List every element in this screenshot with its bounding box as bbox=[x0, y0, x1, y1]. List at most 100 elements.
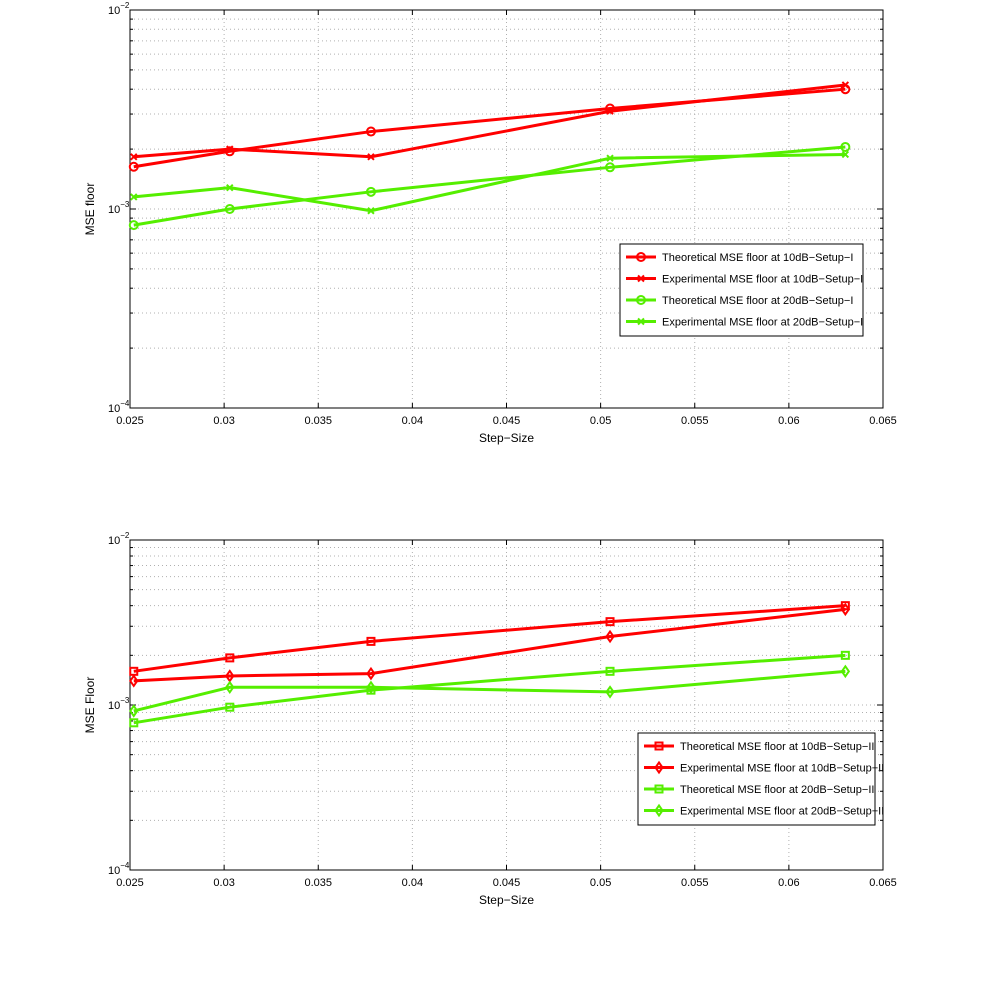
x-tick-label: 0.03 bbox=[213, 415, 234, 427]
legend-label: Theoretical MSE floor at 20dB−Setup−II bbox=[680, 784, 874, 796]
x-tick-label: 0.04 bbox=[402, 415, 423, 427]
y-tick-label: 10−3 bbox=[108, 200, 130, 216]
data-point bbox=[129, 674, 139, 688]
x-tick-label: 0.065 bbox=[869, 415, 897, 427]
series-3 bbox=[129, 650, 850, 728]
data-point bbox=[366, 666, 376, 681]
data-point bbox=[365, 126, 376, 137]
data-point bbox=[366, 636, 376, 646]
series-4 bbox=[130, 150, 850, 215]
legend-marker bbox=[636, 252, 646, 262]
legend-marker bbox=[637, 317, 645, 326]
x-axis-label: Step−Size bbox=[479, 431, 534, 445]
series-line bbox=[133, 607, 846, 683]
data-point bbox=[605, 629, 615, 644]
legend-item: Theoretical MSE floor at 10dB−Setup−II bbox=[644, 741, 874, 753]
legend-marker bbox=[654, 803, 664, 818]
data-point bbox=[605, 685, 615, 699]
ticks bbox=[129, 539, 884, 871]
x-tick-label: 0.045 bbox=[493, 877, 521, 889]
data-point bbox=[367, 153, 375, 161]
data-point bbox=[365, 186, 376, 197]
data-point bbox=[605, 617, 615, 627]
data-point bbox=[840, 601, 850, 611]
data-point bbox=[606, 154, 614, 162]
series-4 bbox=[129, 664, 851, 718]
legend-item: Experimental MSE floor at 10dB−Setup−I bbox=[626, 274, 863, 286]
x-tick-label: 0.06 bbox=[778, 877, 799, 889]
y-tick-label: 10−4 bbox=[108, 861, 130, 877]
y-axis-label: MSE floor bbox=[83, 183, 97, 236]
chart-2: 0.025 0.03 0.035 0.04 0.045 0.05 0.055 0.06 0.06… bbox=[83, 531, 897, 907]
x-tick-label: 0.035 bbox=[304, 877, 332, 889]
data-point bbox=[605, 666, 615, 676]
data-point bbox=[224, 204, 235, 214]
series-1 bbox=[129, 601, 850, 676]
series-line bbox=[133, 145, 846, 227]
data-point bbox=[225, 702, 235, 712]
x-tick-label: 0.06 bbox=[778, 415, 799, 427]
x-tick-label: 0.03 bbox=[213, 877, 234, 889]
data-point bbox=[224, 146, 235, 157]
legend-box bbox=[619, 243, 864, 337]
legend-label: Theoretical MSE floor at 20dB−Setup−I bbox=[662, 295, 853, 307]
data-point bbox=[606, 107, 614, 115]
legend-marker bbox=[654, 784, 664, 794]
series-2 bbox=[130, 81, 850, 161]
legend: Theoretical MSE floor at 10dB−Setup−I Exp… bbox=[619, 243, 864, 337]
x-axis-label: Step−Size bbox=[479, 893, 534, 907]
data-point bbox=[605, 162, 616, 173]
legend-label: Experimental MSE floor at 20dB−Setup−I bbox=[662, 317, 863, 329]
legend-item: Experimental MSE floor at 10dB−Setup−II bbox=[644, 760, 884, 775]
data-point bbox=[840, 664, 851, 679]
legend-box bbox=[637, 732, 876, 826]
x-tick-label: 0.045 bbox=[493, 415, 521, 427]
x-tick-label: 0.065 bbox=[869, 877, 897, 889]
data-point bbox=[129, 718, 139, 728]
data-point bbox=[367, 207, 375, 215]
legend-marker bbox=[654, 741, 664, 751]
series-line bbox=[133, 653, 846, 725]
data-point bbox=[129, 704, 139, 718]
x-tick-label: 0.055 bbox=[681, 877, 709, 889]
legend-item: Theoretical MSE floor at 20dB−Setup−II bbox=[644, 784, 874, 796]
grid bbox=[130, 10, 883, 408]
chart-1: 0.025 0.03 0.035 0.04 0.045 0.05 0.055 0.06 0.06… bbox=[83, 1, 897, 445]
legend-label: Experimental MSE floor at 10dB−Setup−II bbox=[680, 763, 884, 775]
data-point bbox=[841, 81, 850, 89]
legend-item: Theoretical MSE floor at 20dB−Setup−I bbox=[626, 295, 853, 307]
y-tick-label: 10−2 bbox=[108, 531, 130, 547]
data-point bbox=[225, 680, 235, 695]
data-point bbox=[130, 193, 138, 201]
ticks bbox=[129, 9, 884, 409]
series-line bbox=[133, 669, 846, 713]
data-point bbox=[128, 161, 139, 172]
x-tick-label: 0.025 bbox=[116, 877, 144, 889]
legend-item: Theoretical MSE floor at 10dB−Setup−I bbox=[626, 252, 853, 264]
legend-label: Theoretical MSE floor at 10dB−Setup−II bbox=[680, 741, 874, 753]
series-line bbox=[133, 604, 846, 673]
legend-marker bbox=[654, 760, 664, 775]
y-tick-label: 10−2 bbox=[108, 1, 130, 17]
y-tick-label: 10−4 bbox=[108, 399, 130, 415]
x-tick-label: 0.04 bbox=[402, 877, 423, 889]
data-point bbox=[840, 650, 850, 660]
data-point bbox=[841, 150, 850, 159]
x-tick-label: 0.035 bbox=[304, 415, 332, 427]
data-point bbox=[130, 153, 138, 161]
legend-item: Experimental MSE floor at 20dB−Setup−I bbox=[626, 317, 863, 329]
legend-item: Experimental MSE floor at 20dB−Setup−II bbox=[644, 803, 884, 818]
x-tick-label: 0.025 bbox=[116, 415, 144, 427]
legend-label: Experimental MSE floor at 20dB−Setup−II bbox=[680, 806, 884, 818]
data-point bbox=[226, 145, 234, 153]
series-3 bbox=[128, 141, 851, 231]
legend-label: Theoretical MSE floor at 10dB−Setup−I bbox=[662, 252, 853, 264]
x-tick-label: 0.05 bbox=[590, 877, 611, 889]
series-2 bbox=[129, 602, 851, 688]
legend-label: Experimental MSE floor at 10dB−Setup−I bbox=[662, 274, 863, 286]
x-tick-label: 0.05 bbox=[590, 415, 611, 427]
legend: Theoretical MSE floor at 10dB−Setup−II Ex… bbox=[637, 732, 884, 826]
data-point bbox=[840, 602, 851, 617]
series-line bbox=[133, 152, 846, 213]
